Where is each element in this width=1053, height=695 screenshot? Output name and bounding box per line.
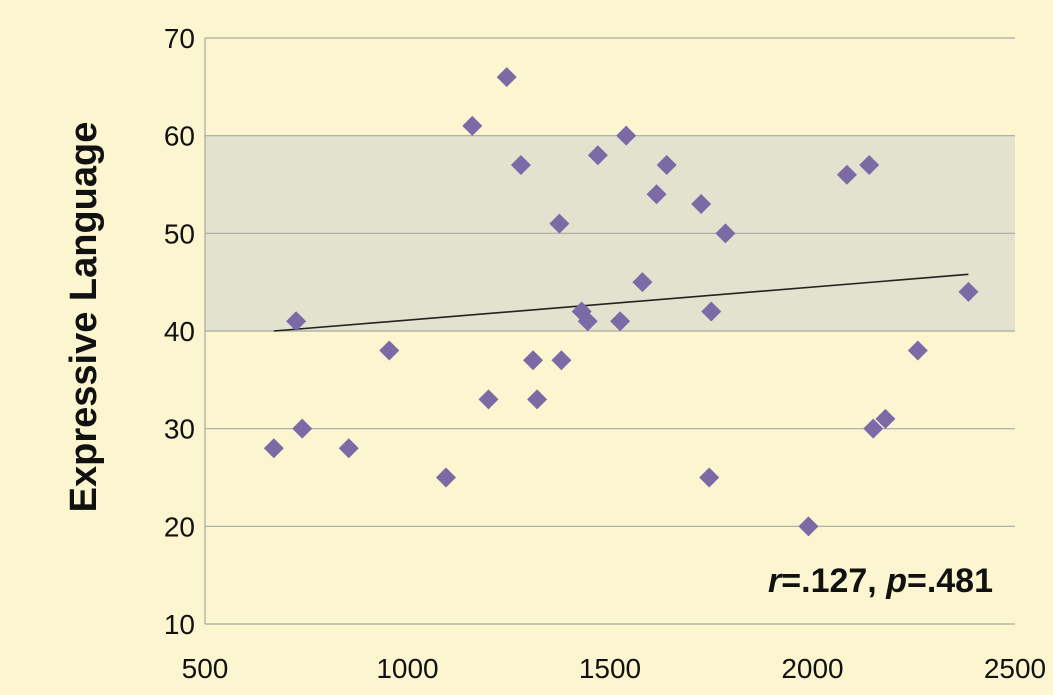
data-point xyxy=(549,213,570,234)
y-tick-label: 10 xyxy=(164,609,195,640)
x-axis-tick-labels: 500 1000 1500 2000 2500 xyxy=(182,653,1047,684)
data-point xyxy=(510,154,531,175)
grid-lines xyxy=(204,37,1015,625)
y-axis-tick-labels: 10 20 30 40 50 60 70 xyxy=(164,23,195,640)
data-point xyxy=(577,311,598,332)
data-point xyxy=(523,350,544,371)
x-tick-label: 500 xyxy=(182,653,229,684)
x-tick-label: 1000 xyxy=(376,653,438,684)
y-tick-label: 60 xyxy=(164,121,195,152)
data-point xyxy=(616,125,637,146)
data-point xyxy=(462,115,483,136)
data-point xyxy=(632,272,653,293)
data-point xyxy=(875,408,896,429)
data-point xyxy=(610,311,631,332)
data-points xyxy=(263,67,979,537)
data-point xyxy=(859,154,880,175)
data-point xyxy=(836,164,857,185)
y-axis-label: Expressive Language xyxy=(63,122,105,513)
y-tick-label: 70 xyxy=(164,23,195,54)
y-tick-label: 20 xyxy=(164,511,195,542)
data-point xyxy=(496,67,517,88)
x-tick-label: 2000 xyxy=(781,653,843,684)
data-point xyxy=(551,350,572,371)
p-value: =.481 xyxy=(907,562,993,600)
x-tick-label: 1500 xyxy=(579,653,641,684)
correlation-annotation: r=.127, p=.481 xyxy=(768,562,993,600)
data-point xyxy=(798,516,819,537)
data-point xyxy=(907,340,928,361)
data-point xyxy=(701,301,722,322)
y-tick-label: 30 xyxy=(164,414,195,445)
r-value: =.127, xyxy=(781,562,886,600)
data-point xyxy=(292,418,313,439)
data-point xyxy=(863,418,884,439)
data-point xyxy=(527,389,548,410)
data-point xyxy=(691,194,712,215)
data-point xyxy=(656,154,677,175)
trendline xyxy=(273,273,969,332)
y-tick-label: 40 xyxy=(164,316,195,347)
data-point xyxy=(478,389,499,410)
p-symbol: p xyxy=(885,562,907,600)
data-point xyxy=(338,438,359,459)
data-point xyxy=(715,223,736,244)
data-point xyxy=(435,467,456,488)
data-point xyxy=(587,145,608,166)
data-point xyxy=(699,467,720,488)
data-point xyxy=(379,340,400,361)
data-point xyxy=(286,311,307,332)
data-point xyxy=(646,184,667,205)
r-symbol: r xyxy=(768,562,783,600)
data-point xyxy=(958,281,979,302)
data-point xyxy=(263,438,284,459)
y-tick-label: 50 xyxy=(164,218,195,249)
x-tick-label: 2500 xyxy=(984,653,1046,684)
